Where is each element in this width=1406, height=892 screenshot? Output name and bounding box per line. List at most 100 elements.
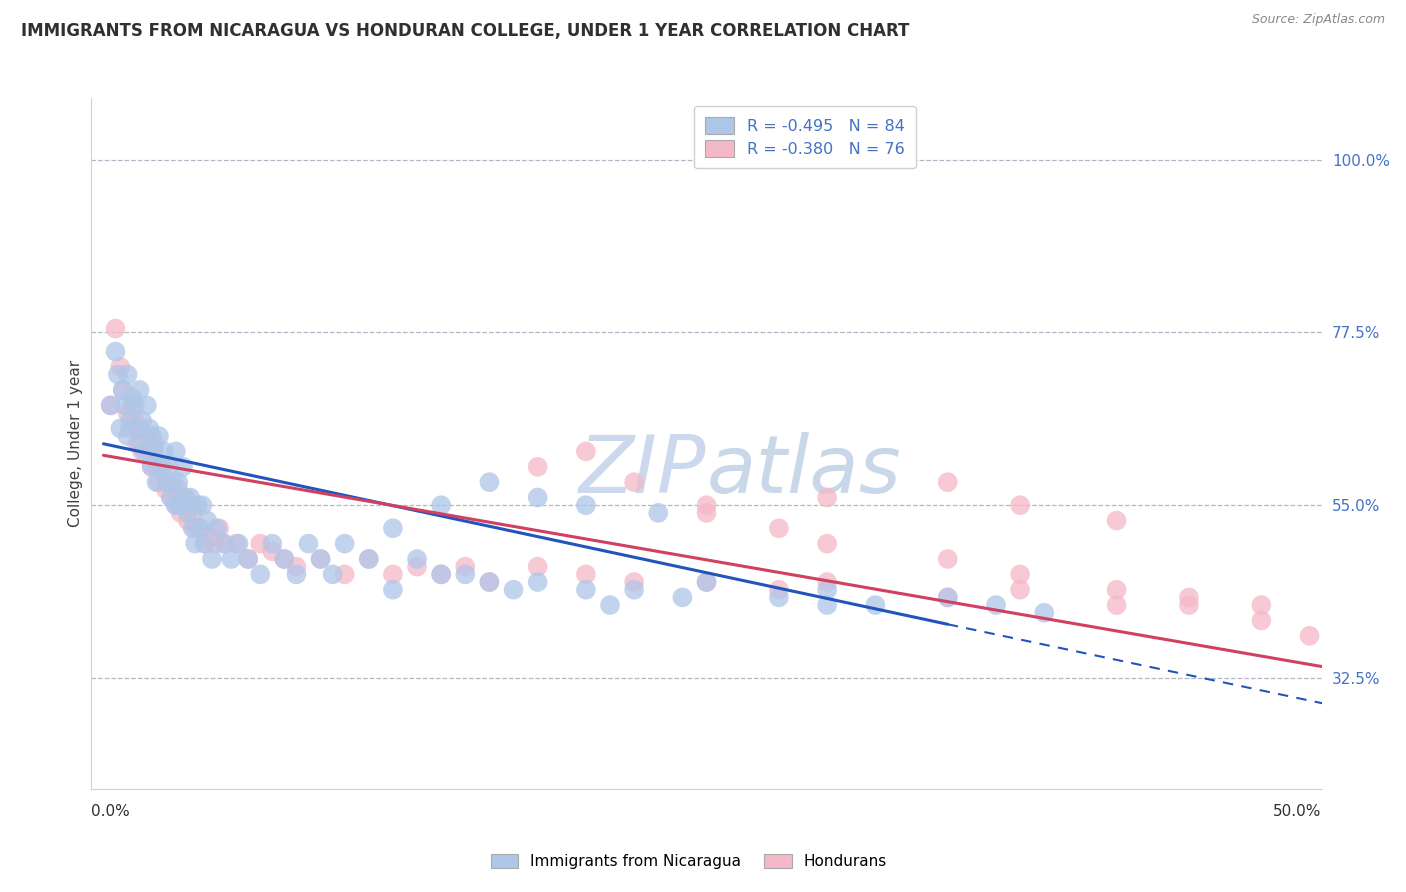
Point <box>238 552 260 566</box>
Point <box>357 552 380 566</box>
Point <box>167 483 190 497</box>
Point <box>575 582 598 597</box>
Point <box>1010 498 1032 512</box>
Point <box>502 582 524 597</box>
Text: 50.0%: 50.0% <box>1274 805 1322 819</box>
Point <box>430 567 453 582</box>
Point <box>381 521 404 535</box>
Point <box>212 536 235 550</box>
Point <box>157 459 180 474</box>
Text: IMMIGRANTS FROM NICARAGUA VS HONDURAN COLLEGE, UNDER 1 YEAR CORRELATION CHART: IMMIGRANTS FROM NICARAGUA VS HONDURAN CO… <box>21 22 910 40</box>
Point <box>357 552 380 566</box>
Point <box>167 475 190 490</box>
Point <box>478 575 501 590</box>
Point <box>430 498 453 512</box>
Point <box>936 591 959 605</box>
Point <box>936 591 959 605</box>
Point <box>936 475 959 490</box>
Point <box>212 536 235 550</box>
Point <box>179 491 201 505</box>
Point <box>145 475 167 490</box>
Point <box>1010 582 1032 597</box>
Point <box>273 552 295 566</box>
Legend: Immigrants from Nicaragua, Hondurans: Immigrants from Nicaragua, Hondurans <box>485 848 893 875</box>
Point <box>134 444 156 458</box>
Point <box>526 459 548 474</box>
Point <box>131 444 153 458</box>
Point <box>174 491 197 505</box>
Point <box>177 514 200 528</box>
Point <box>623 475 645 490</box>
Point <box>262 536 284 550</box>
Point <box>165 498 187 512</box>
Point <box>309 552 332 566</box>
Point <box>201 552 224 566</box>
Point <box>104 344 127 359</box>
Point <box>141 459 163 474</box>
Point <box>100 398 122 412</box>
Point <box>430 567 453 582</box>
Point <box>333 567 356 582</box>
Point <box>184 536 207 550</box>
Point <box>225 536 247 550</box>
Point <box>104 321 127 335</box>
Point <box>333 536 356 550</box>
Point <box>121 391 143 405</box>
Point <box>162 475 184 490</box>
Point <box>117 368 139 382</box>
Point <box>124 414 146 428</box>
Point <box>114 398 136 412</box>
Point <box>188 521 211 535</box>
Point <box>768 521 790 535</box>
Point <box>157 475 180 490</box>
Point <box>135 429 157 443</box>
Point <box>128 421 150 435</box>
Point <box>221 552 243 566</box>
Point <box>172 459 194 474</box>
Point <box>138 421 160 435</box>
Point <box>127 437 149 451</box>
Text: ZIP: ZIP <box>579 433 706 510</box>
Point <box>695 506 717 520</box>
Point <box>623 582 645 597</box>
Point <box>1033 606 1056 620</box>
Point <box>575 498 598 512</box>
Point <box>575 567 598 582</box>
Point <box>110 359 132 374</box>
Point <box>194 536 217 550</box>
Point <box>118 414 141 428</box>
Point <box>124 398 146 412</box>
Point <box>155 483 177 497</box>
Text: 0.0%: 0.0% <box>91 805 131 819</box>
Point <box>815 491 838 505</box>
Point <box>160 491 183 505</box>
Point <box>128 383 150 397</box>
Point <box>152 444 174 458</box>
Point <box>148 475 170 490</box>
Point <box>194 536 217 550</box>
Point <box>1178 591 1201 605</box>
Point <box>768 582 790 597</box>
Point <box>127 421 149 435</box>
Point <box>177 506 200 520</box>
Point <box>815 582 838 597</box>
Point <box>145 459 167 474</box>
Point <box>169 506 191 520</box>
Point <box>249 567 271 582</box>
Point <box>143 444 166 458</box>
Point <box>131 414 153 428</box>
Point <box>262 544 284 558</box>
Point <box>141 459 163 474</box>
Point <box>198 529 221 543</box>
Point <box>768 591 790 605</box>
Point <box>984 598 1007 612</box>
Point <box>381 582 404 597</box>
Point <box>647 506 669 520</box>
Point <box>273 552 295 566</box>
Point <box>695 575 717 590</box>
Point <box>128 437 150 451</box>
Point <box>478 475 501 490</box>
Point <box>526 559 548 574</box>
Point <box>191 498 214 512</box>
Text: atlas: atlas <box>706 433 901 510</box>
